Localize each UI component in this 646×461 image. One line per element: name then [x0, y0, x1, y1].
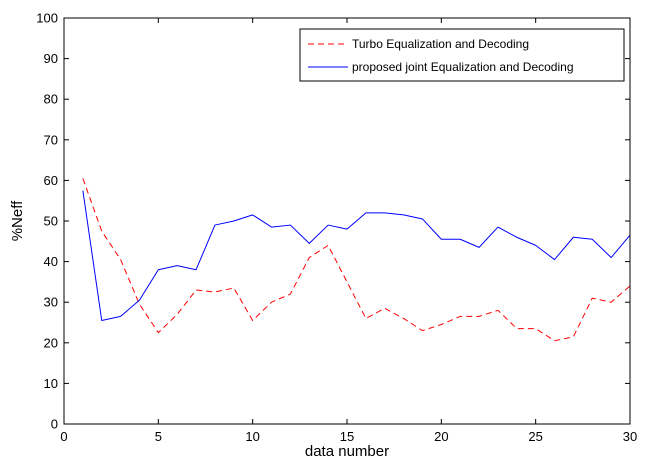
- y-tick-label-30: 30: [44, 295, 58, 310]
- x-tick-label-10: 10: [245, 429, 259, 444]
- x-tick-label-5: 5: [155, 429, 162, 444]
- y-axis-label: %Neff: [9, 200, 26, 241]
- tick-labels: 0 5 10 15 20 25 30 0 10 20 30 40 50 60 70 80 90 100: [36, 11, 637, 445]
- plot-frame: [63, 17, 631, 425]
- series-line-proposed: [82, 190, 631, 321]
- legend: Turbo Equalization and Decoding proposed…: [299, 28, 625, 82]
- y-tick-label-80: 80: [44, 92, 58, 107]
- y-tick-label-50: 50: [44, 214, 58, 229]
- legend-box: [299, 28, 625, 82]
- legend-label-turbo: Turbo Equalization and Decoding: [352, 37, 529, 51]
- legend-label-proposed: proposed joint Equalization and Decoding: [352, 60, 574, 74]
- series-line-turbo: [82, 178, 631, 342]
- x-tick-label-0: 0: [60, 429, 67, 444]
- x-tick-label-15: 15: [340, 429, 354, 444]
- y-tick-label-60: 60: [44, 173, 58, 188]
- y-tick-label-0: 0: [51, 417, 58, 432]
- y-tick-label-10: 10: [44, 376, 58, 391]
- x-axis-label: data number: [305, 443, 389, 460]
- x-tick-label-20: 20: [434, 429, 448, 444]
- plot-area: [64, 18, 630, 424]
- y-tick-label-70: 70: [44, 132, 58, 147]
- y-tick-label-100: 100: [36, 11, 58, 26]
- series-lines: [82, 178, 631, 342]
- y-tick-label-40: 40: [44, 254, 58, 269]
- y-tick-label-90: 90: [44, 51, 58, 66]
- y-tick-label-20: 20: [44, 335, 58, 350]
- x-tick-label-25: 25: [528, 429, 542, 444]
- x-tick-label-30: 30: [623, 429, 637, 444]
